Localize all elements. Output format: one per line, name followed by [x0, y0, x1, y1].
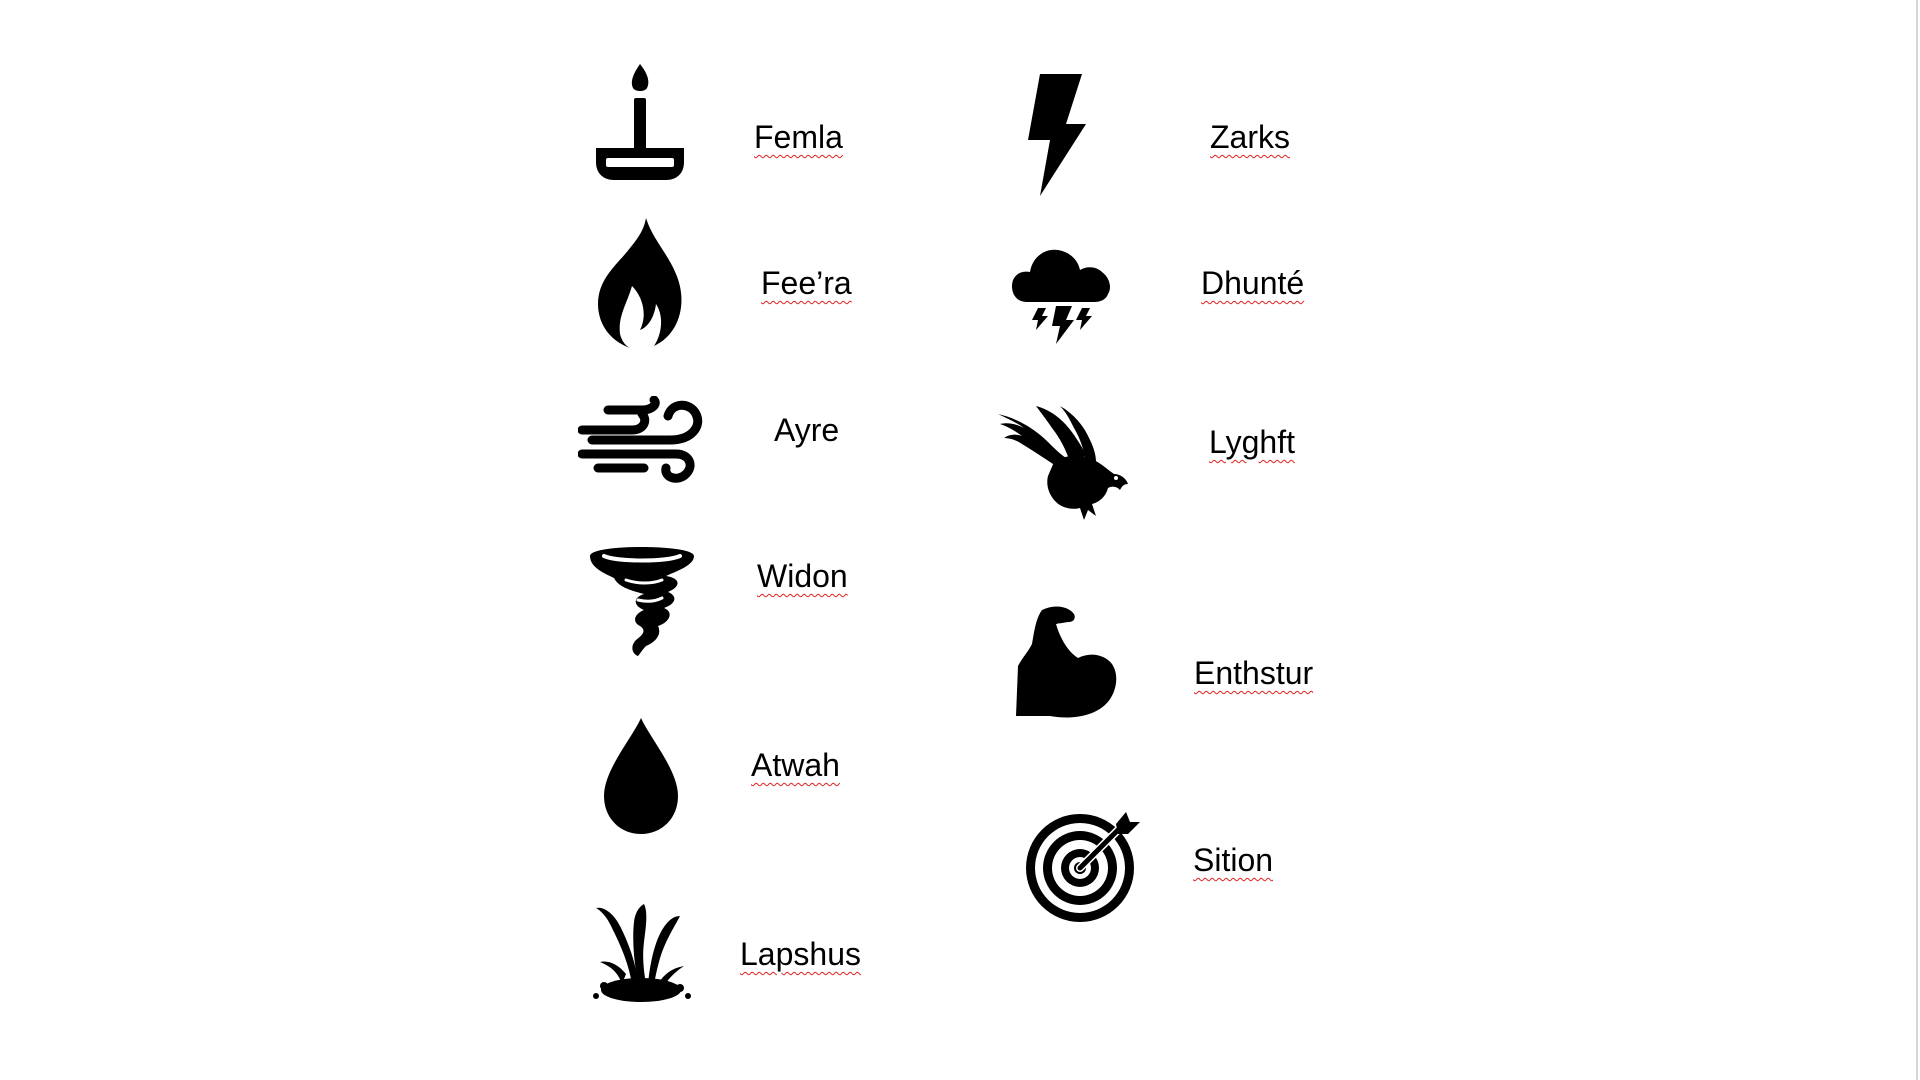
page-edge — [1916, 0, 1918, 1080]
element-label-feera: Fee’ra — [761, 265, 852, 301]
element-label-widon: Widon — [757, 558, 848, 594]
eagle-icon — [996, 404, 1130, 524]
water-drop-icon — [600, 716, 682, 836]
element-label-lyghft: Lyghft — [1209, 424, 1295, 460]
element-label-ayre: Ayre — [774, 412, 840, 448]
lightning-bolt-icon — [1024, 72, 1090, 198]
tornado-icon — [588, 542, 696, 658]
flexed-bicep-icon — [1012, 604, 1118, 724]
wind-icon — [578, 396, 706, 486]
element-label-femla: Femla — [754, 119, 843, 155]
thunderstorm-cloud-icon — [1010, 244, 1114, 348]
splash-icon — [588, 900, 694, 1006]
flame-icon — [596, 216, 686, 348]
element-label-atwah: Atwah — [751, 747, 840, 783]
element-label-enthstur: Enthstur — [1194, 655, 1314, 691]
element-label-sition: Sition — [1193, 842, 1274, 878]
candle-icon — [592, 62, 688, 182]
element-label-lapshus: Lapshus — [740, 936, 861, 972]
target-arrow-icon — [1022, 806, 1142, 926]
element-label-zarks: Zarks — [1210, 119, 1290, 155]
element-label-dhunte: Dhunté — [1201, 265, 1305, 301]
